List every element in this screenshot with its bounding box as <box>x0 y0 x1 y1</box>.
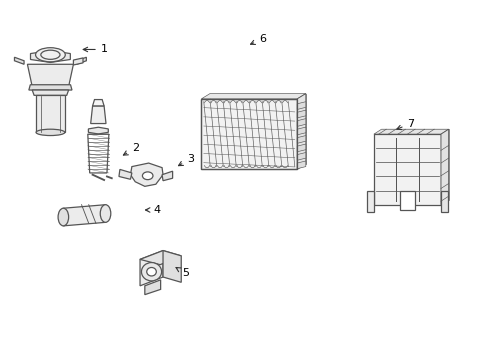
Polygon shape <box>32 90 68 95</box>
Ellipse shape <box>36 48 65 62</box>
Text: 3: 3 <box>178 154 194 166</box>
Text: 5: 5 <box>176 267 189 279</box>
Polygon shape <box>144 280 160 294</box>
Polygon shape <box>90 106 106 123</box>
Polygon shape <box>209 94 305 164</box>
Polygon shape <box>63 205 105 226</box>
Ellipse shape <box>142 172 153 180</box>
Polygon shape <box>297 102 305 109</box>
Polygon shape <box>162 171 172 181</box>
Polygon shape <box>201 99 297 170</box>
Polygon shape <box>366 190 373 212</box>
Polygon shape <box>297 136 305 143</box>
Polygon shape <box>373 134 440 205</box>
Polygon shape <box>77 57 86 64</box>
Polygon shape <box>36 95 64 132</box>
Polygon shape <box>297 153 305 160</box>
Ellipse shape <box>141 262 161 281</box>
Polygon shape <box>297 94 305 170</box>
Ellipse shape <box>41 50 60 59</box>
Polygon shape <box>15 57 24 64</box>
Polygon shape <box>29 85 72 90</box>
Text: 4: 4 <box>145 205 160 215</box>
Polygon shape <box>119 170 132 179</box>
Polygon shape <box>27 64 73 86</box>
Polygon shape <box>440 190 447 212</box>
Polygon shape <box>399 190 414 210</box>
Polygon shape <box>130 163 163 186</box>
Text: 7: 7 <box>396 118 414 130</box>
Polygon shape <box>381 129 447 200</box>
Polygon shape <box>73 58 83 65</box>
Ellipse shape <box>36 129 65 136</box>
Ellipse shape <box>146 267 156 276</box>
Ellipse shape <box>100 205 111 222</box>
Polygon shape <box>440 129 447 205</box>
Polygon shape <box>297 127 305 135</box>
Text: 1: 1 <box>83 45 107 54</box>
Polygon shape <box>297 144 305 152</box>
Polygon shape <box>92 100 104 106</box>
Polygon shape <box>140 251 163 286</box>
Ellipse shape <box>58 208 68 226</box>
Polygon shape <box>140 251 181 265</box>
Polygon shape <box>297 161 305 169</box>
Polygon shape <box>163 251 181 282</box>
Polygon shape <box>30 51 70 62</box>
Polygon shape <box>297 110 305 118</box>
Text: 6: 6 <box>250 34 265 44</box>
Polygon shape <box>373 129 447 134</box>
Text: 2: 2 <box>123 143 139 155</box>
Polygon shape <box>88 127 108 134</box>
Polygon shape <box>297 118 305 126</box>
Polygon shape <box>201 94 305 99</box>
